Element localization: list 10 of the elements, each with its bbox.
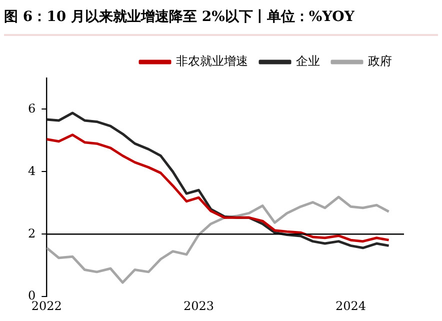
x-tick-label: 2022	[31, 298, 62, 313]
y-tick-label: 4	[28, 164, 36, 178]
legend-label: 企业	[296, 54, 320, 68]
y-tick-label: 6	[28, 101, 36, 116]
legend-label: 非农就业增速	[176, 54, 248, 68]
x-tick-label: 2024	[336, 298, 366, 313]
y-tick-label: 2	[28, 226, 36, 240]
chart-title: 图 6：10 月以来就业增速降至 2%以下丨单位：%YOY	[4, 8, 438, 36]
legend-label: 政府	[368, 54, 392, 68]
x-tick-label: 2023	[183, 298, 214, 313]
